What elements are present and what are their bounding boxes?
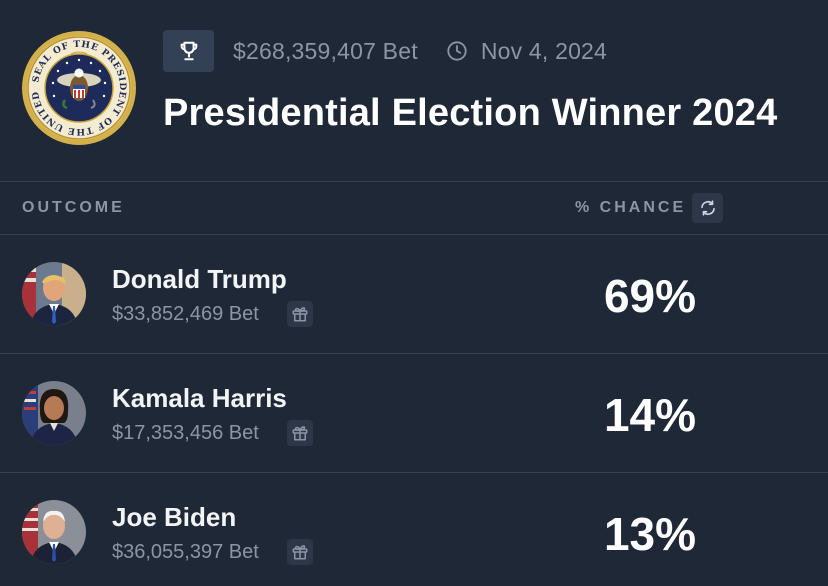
candidate-bet-volume: $36,055,397 Bet bbox=[112, 541, 259, 563]
candidate-name[interactable]: Donald Trump bbox=[112, 264, 287, 294]
candidate-bet-volume: $17,353,456 Bet bbox=[112, 422, 259, 444]
avatar bbox=[22, 500, 86, 564]
clock-icon bbox=[445, 39, 469, 63]
candidate-bet-volume: $33,852,469 Bet bbox=[112, 303, 259, 325]
outcome-row-trump[interactable]: Donald Trump $33,852,469 Bet 69% bbox=[0, 235, 828, 353]
page-title: Presidential Election Winner 2024 bbox=[163, 92, 778, 134]
refresh-icon[interactable] bbox=[692, 193, 723, 223]
divider bbox=[0, 181, 828, 182]
total-volume: $268,359,407 Bet bbox=[233, 37, 418, 64]
avatar bbox=[22, 381, 86, 445]
chance-percent: 14% bbox=[603, 389, 697, 441]
outcome-row-harris[interactable]: Kamala Harris $17,353,456 Bet 14% bbox=[0, 354, 828, 472]
chance-column-header: % CHANCE bbox=[575, 199, 687, 216]
outcome-row-biden[interactable]: Joe Biden $36,055,397 Bet 13% bbox=[0, 473, 828, 586]
trophy-icon[interactable] bbox=[163, 30, 214, 72]
divider bbox=[0, 472, 828, 473]
end-date: Nov 4, 2024 bbox=[480, 37, 608, 64]
chance-percent: 13% bbox=[603, 508, 697, 560]
chance-percent: 69% bbox=[603, 270, 697, 322]
candidate-name[interactable]: Kamala Harris bbox=[112, 383, 287, 413]
divider bbox=[0, 234, 828, 235]
market-meta-row: $268,359,407 Bet Nov 4, 2024 bbox=[163, 30, 607, 72]
divider bbox=[0, 353, 828, 354]
gift-icon[interactable] bbox=[287, 420, 313, 446]
gift-icon[interactable] bbox=[287, 539, 313, 565]
outcome-column-header: OUTCOME bbox=[22, 199, 125, 216]
presidential-seal-logo: SEAL OF THE PRESIDENT OF THE UNITED STAT… bbox=[21, 30, 136, 145]
avatar bbox=[22, 262, 86, 326]
candidate-name[interactable]: Joe Biden bbox=[112, 502, 237, 532]
gift-icon[interactable] bbox=[287, 301, 313, 327]
